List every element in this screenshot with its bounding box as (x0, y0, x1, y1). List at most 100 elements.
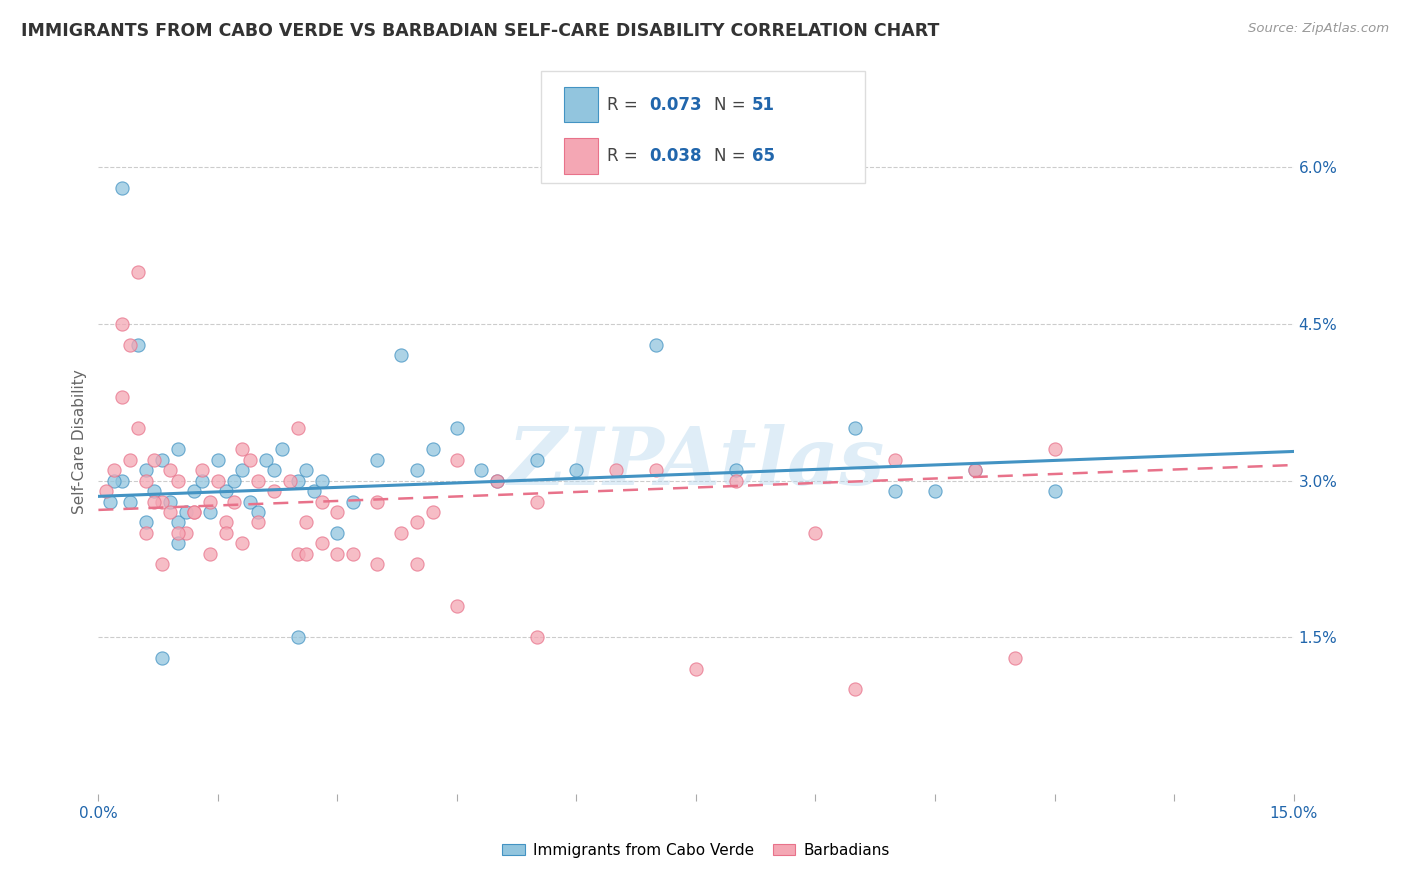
Point (159, 505, 181, 519)
Text: 65: 65 (752, 147, 775, 165)
Point (127, 421, 149, 435)
Point (111, 181, 134, 195)
Point (406, 558, 429, 572)
Point (326, 547, 349, 561)
Point (645, 338, 668, 352)
Point (167, 536, 190, 550)
Point (135, 474, 157, 488)
Point (135, 525, 157, 540)
Point (446, 452, 468, 467)
Point (174, 505, 197, 519)
Point (1043, 484, 1066, 499)
Point (246, 505, 269, 519)
Text: 0.073: 0.073 (650, 95, 702, 113)
Point (311, 474, 333, 488)
Point (127, 265, 149, 279)
Point (884, 484, 907, 499)
Point (294, 547, 316, 561)
Point (724, 463, 747, 477)
Point (103, 463, 125, 477)
Point (366, 494, 388, 508)
Point (143, 494, 166, 508)
Point (246, 516, 269, 530)
Point (150, 452, 173, 467)
Point (1043, 442, 1066, 457)
Point (287, 547, 309, 561)
Point (446, 599, 468, 613)
Point (103, 474, 125, 488)
Point (294, 516, 316, 530)
Point (366, 452, 388, 467)
Text: 0.038: 0.038 (650, 147, 702, 165)
Point (526, 452, 548, 467)
Point (159, 494, 181, 508)
Point (422, 505, 444, 519)
Point (183, 505, 205, 519)
Point (222, 474, 245, 488)
Point (143, 484, 166, 499)
Point (924, 484, 946, 499)
Point (246, 474, 269, 488)
Point (98, 494, 122, 508)
Point (191, 474, 214, 488)
Point (685, 662, 707, 676)
Point (645, 463, 668, 477)
Point (167, 474, 190, 488)
Point (191, 463, 214, 477)
Point (263, 463, 285, 477)
Point (565, 463, 588, 477)
Point (844, 421, 866, 435)
Point (215, 484, 238, 499)
Point (135, 463, 157, 477)
Text: R =: R = (607, 95, 644, 113)
Point (342, 547, 364, 561)
Point (605, 463, 627, 477)
Point (963, 463, 986, 477)
Point (446, 421, 468, 435)
Text: ZIPAtlas: ZIPAtlas (508, 424, 884, 501)
Text: R =: R = (607, 147, 644, 165)
Point (135, 516, 157, 530)
Text: 51: 51 (752, 95, 775, 113)
Text: N =: N = (714, 95, 751, 113)
Point (406, 516, 429, 530)
Point (485, 474, 508, 488)
Point (389, 525, 412, 540)
Text: Source: ZipAtlas.com: Source: ZipAtlas.com (1249, 22, 1389, 36)
Point (215, 516, 238, 530)
Point (287, 630, 309, 644)
Point (120, 494, 142, 508)
Point (422, 442, 444, 457)
Point (342, 494, 364, 508)
Point (724, 474, 747, 488)
Point (207, 474, 229, 488)
Point (270, 442, 292, 457)
Legend: Immigrants from Cabo Verde, Barbadians: Immigrants from Cabo Verde, Barbadians (496, 837, 896, 863)
Point (207, 452, 229, 467)
Point (263, 484, 285, 499)
Point (96, 484, 118, 499)
Point (111, 317, 134, 331)
Point (183, 484, 205, 499)
Point (278, 474, 301, 488)
Point (406, 463, 429, 477)
Point (222, 494, 245, 508)
Point (485, 474, 508, 488)
Point (167, 442, 190, 457)
Point (804, 525, 827, 540)
Point (254, 452, 277, 467)
Point (239, 452, 262, 467)
Point (111, 474, 134, 488)
Point (526, 494, 548, 508)
Point (470, 463, 492, 477)
Point (231, 442, 253, 457)
Point (844, 682, 866, 697)
Text: IMMIGRANTS FROM CABO VERDE VS BARBADIAN SELF-CARE DISABILITY CORRELATION CHART: IMMIGRANTS FROM CABO VERDE VS BARBADIAN … (21, 22, 939, 40)
Point (183, 505, 205, 519)
Point (198, 505, 221, 519)
Text: N =: N = (714, 147, 751, 165)
Point (231, 536, 253, 550)
Point (1004, 651, 1026, 665)
Y-axis label: Self-Care Disability: Self-Care Disability (72, 369, 87, 514)
Point (326, 505, 349, 519)
